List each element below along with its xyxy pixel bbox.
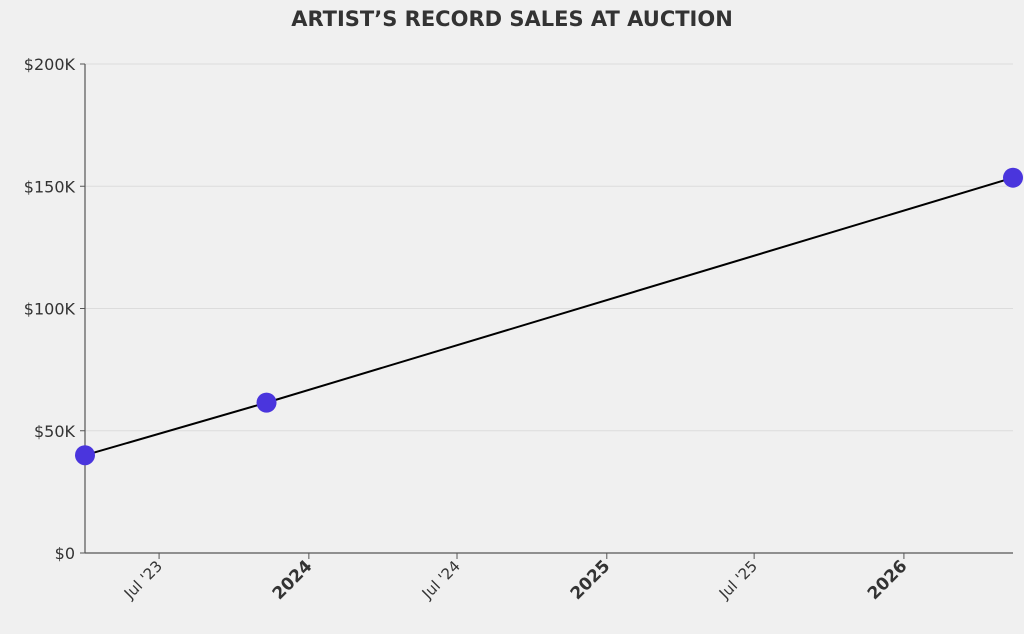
y-tick-label: $200K [24,55,76,74]
series-layer [75,167,1023,466]
x-tick-label: 2025 [567,556,615,604]
data-point-marker [1003,167,1023,188]
y-tick-label: $0 [55,544,75,563]
data-point-marker [256,392,277,413]
y-tick-label: $50K [34,422,76,441]
x-tick-label: 2026 [864,556,912,604]
x-tick-label: Jul '25 [715,557,761,603]
x-tick-label: Jul '24 [418,557,464,603]
x-tick-label: 2024 [269,556,317,604]
grid-layer [85,63,1013,432]
series-line [84,176,1014,457]
chart-title: ARTIST’S RECORD SALES AT AUCTION [291,7,733,31]
x-tick-label: Jul '23 [120,557,166,603]
data-point-marker [75,445,95,466]
axis-layer: $0 $50K $100K $150K $200K Jul '23 2024 Jul '24 2… [24,55,1013,604]
y-tick-label: $150K [24,177,76,196]
y-tick-label: $100K [24,300,76,319]
